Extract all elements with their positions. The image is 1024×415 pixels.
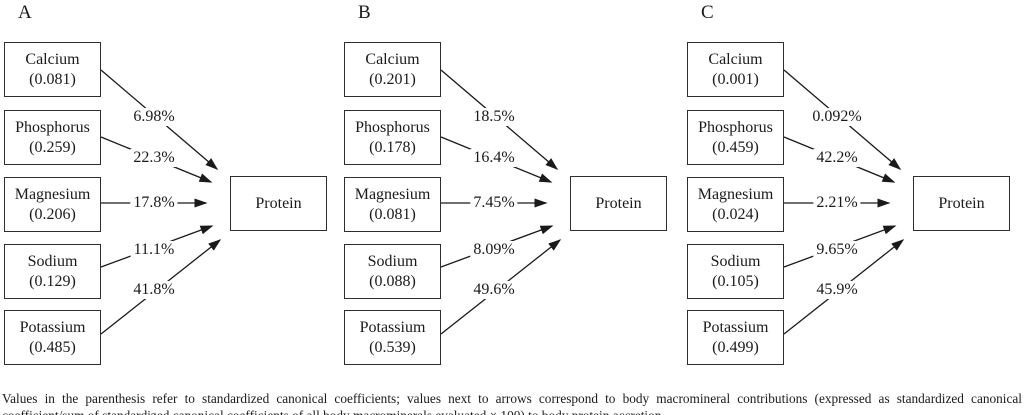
mineral-name: Potassium: [19, 318, 86, 336]
mineral-box-phosphorus: Phosphorus (0.259): [4, 110, 101, 165]
contribution-label-sodium: 11.1%: [130, 241, 178, 259]
mineral-name: Sodium: [710, 252, 761, 270]
mineral-box-potassium: Potassium (0.539): [344, 310, 441, 365]
mineral-box-potassium: Potassium (0.499): [687, 310, 784, 365]
protein-label: Protein: [255, 194, 302, 212]
mineral-name: Magnesium: [697, 185, 774, 203]
mineral-name: Magnesium: [14, 185, 91, 203]
mineral-name: Potassium: [702, 318, 769, 336]
mineral-name: Phosphorus: [355, 118, 430, 136]
mineral-coefficient: (0.178): [369, 138, 416, 156]
mineral-box-sodium: Sodium (0.129): [4, 244, 101, 299]
contribution-label-magnesium: 7.45%: [470, 194, 518, 212]
contribution-label-potassium: 49.6%: [470, 281, 518, 299]
mineral-coefficient: (0.539): [369, 338, 416, 356]
contribution-label-potassium: 45.9%: [813, 281, 861, 299]
contribution-label-magnesium: 2.21%: [813, 194, 861, 212]
mineral-coefficient: (0.105): [712, 272, 759, 290]
mineral-coefficient: (0.499): [712, 338, 759, 356]
panel-b-label: B: [358, 2, 371, 23]
contribution-label-sodium: 8.09%: [470, 241, 518, 259]
protein-box: Protein: [230, 176, 327, 231]
mineral-name: Potassium: [359, 318, 426, 336]
mineral-box-phosphorus: Phosphorus (0.178): [344, 110, 441, 165]
protein-label: Protein: [595, 194, 642, 212]
panel-c: C Calcium (0.001) Phosphorus (0.459) Mag…: [683, 0, 1024, 375]
mineral-coefficient: (0.206): [29, 205, 76, 223]
contribution-label-potassium: 41.8%: [130, 281, 178, 299]
mineral-box-sodium: Sodium (0.105): [687, 244, 784, 299]
mineral-coefficient: (0.201): [369, 70, 416, 88]
mineral-coefficient: (0.129): [29, 272, 76, 290]
mineral-box-calcium: Calcium (0.081): [4, 42, 101, 97]
mineral-name: Calcium: [25, 50, 80, 68]
contribution-label-sodium: 9.65%: [813, 241, 861, 259]
mineral-coefficient: (0.001): [712, 70, 759, 88]
mineral-name: Phosphorus: [698, 118, 773, 136]
mineral-box-magnesium: Magnesium (0.081): [344, 177, 441, 232]
mineral-box-calcium: Calcium (0.201): [344, 42, 441, 97]
mineral-coefficient: (0.081): [369, 205, 416, 223]
mineral-box-magnesium: Magnesium (0.206): [4, 177, 101, 232]
mineral-name: Magnesium: [354, 185, 431, 203]
contribution-label-magnesium: 17.8%: [130, 194, 178, 212]
mineral-name: Phosphorus: [15, 118, 90, 136]
panel-b: B Calcium (0.201) Phosphorus (0.178) Mag…: [340, 0, 681, 375]
mineral-box-magnesium: Magnesium (0.024): [687, 177, 784, 232]
contribution-label-phosphorus: 42.2%: [813, 149, 861, 167]
protein-box: Protein: [570, 176, 667, 231]
contribution-label-calcium: 18.5%: [470, 108, 518, 126]
mineral-box-phosphorus: Phosphorus (0.459): [687, 110, 784, 165]
contribution-label-phosphorus: 22.3%: [130, 149, 178, 167]
mineral-name: Calcium: [708, 50, 763, 68]
protein-label: Protein: [938, 194, 985, 212]
panel-c-label: C: [701, 2, 714, 23]
mineral-name: Sodium: [27, 252, 78, 270]
protein-box: Protein: [913, 176, 1010, 231]
mineral-coefficient: (0.485): [29, 338, 76, 356]
mineral-name: Calcium: [365, 50, 420, 68]
mineral-coefficient: (0.259): [29, 138, 76, 156]
mineral-name: Sodium: [367, 252, 418, 270]
figure-caption: Values in the parenthesis refer to stand…: [2, 391, 1022, 415]
mineral-coefficient: (0.024): [712, 205, 759, 223]
contribution-label-calcium: 0.092%: [809, 108, 865, 126]
mineral-box-potassium: Potassium (0.485): [4, 310, 101, 365]
panel-a: A Calcium (0.081) Phosphorus (0.259) Mag…: [0, 0, 341, 375]
mineral-coefficient: (0.459): [712, 138, 759, 156]
mineral-box-sodium: Sodium (0.088): [344, 244, 441, 299]
mineral-box-calcium: Calcium (0.001): [687, 42, 784, 97]
mineral-coefficient: (0.081): [29, 70, 76, 88]
mineral-coefficient: (0.088): [369, 272, 416, 290]
panel-a-label: A: [18, 2, 32, 23]
contribution-label-calcium: 6.98%: [130, 108, 178, 126]
contribution-label-phosphorus: 16.4%: [470, 149, 518, 167]
